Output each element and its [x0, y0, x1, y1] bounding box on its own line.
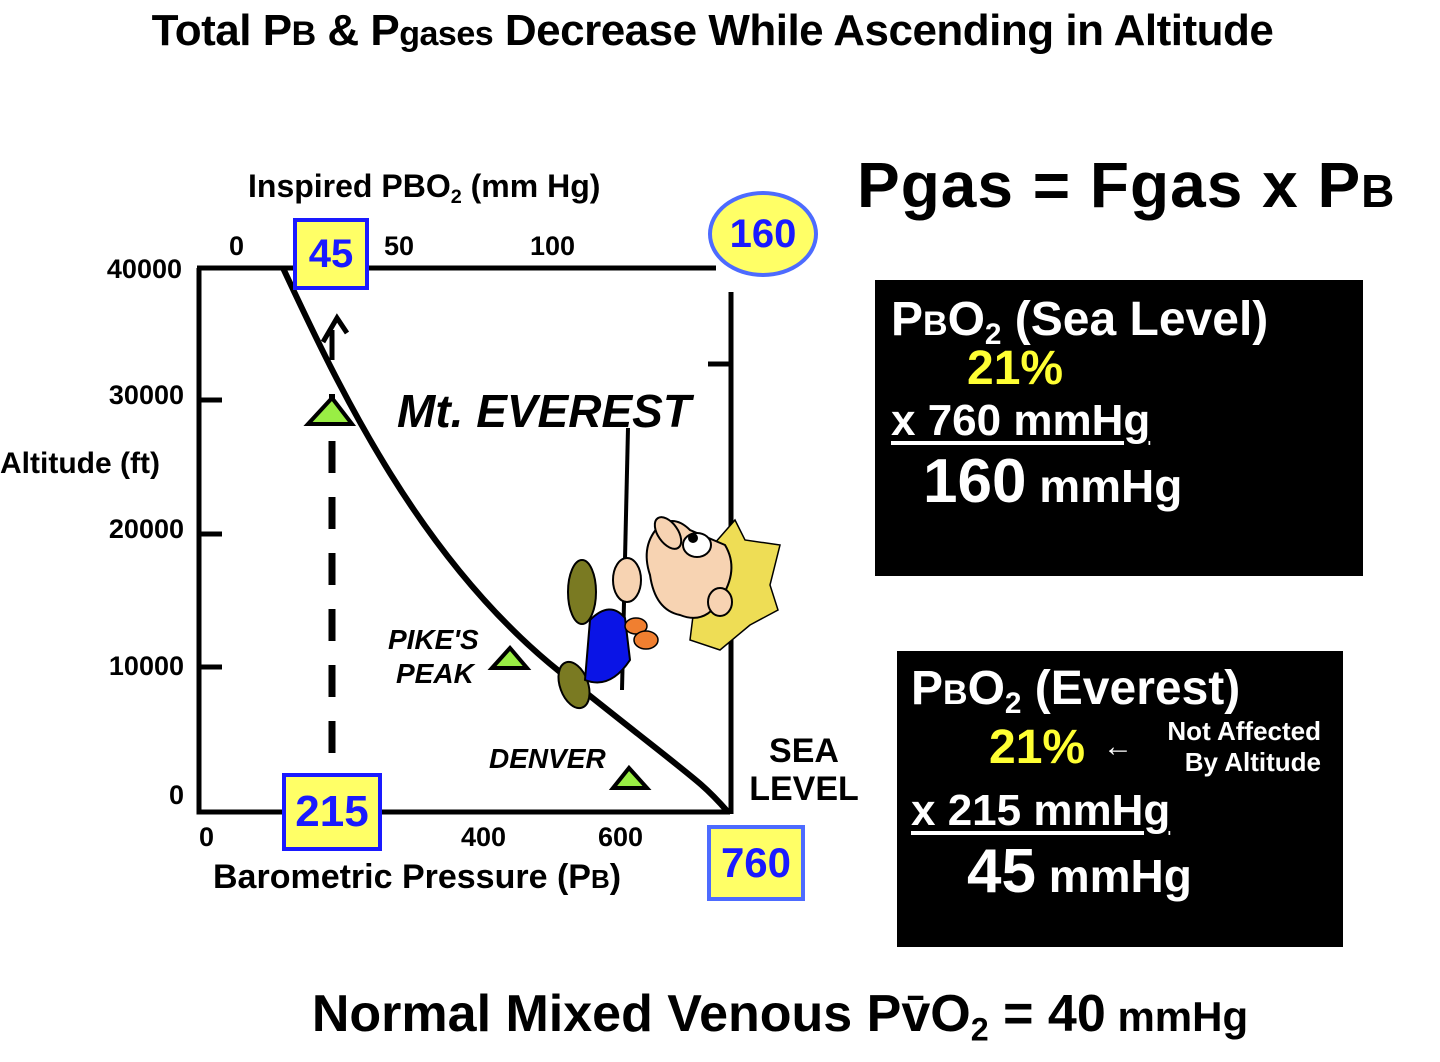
denver-marker-icon: [608, 764, 652, 790]
chart-plot-area: [196, 265, 781, 815]
sea-level-result-value: 160: [923, 447, 1027, 516]
y-axis-label: Altitude (ft): [0, 447, 160, 480]
pikes-peak-label-2: PEAK: [396, 658, 474, 689]
sea-level-panel-header: PBO2 (Sea Level): [891, 292, 1363, 349]
left-arrow-icon: ←: [1103, 730, 1133, 763]
title-text: Total: [151, 6, 263, 55]
pressure-altitude-curve: [280, 266, 731, 814]
everest-result: 45 mmHg: [967, 836, 1343, 907]
slide-title: Total PB & Pgases Decrease While Ascendi…: [0, 6, 1425, 56]
pb-everest-badge: 215: [282, 773, 382, 851]
partial-pressure-formula: Pgas = Fgas x PB: [857, 148, 1395, 222]
x-tick-600: 600: [598, 822, 644, 852]
everest-result-unit: mmHg: [1035, 850, 1192, 902]
sea-level-multiplier: x 760 mmHg: [891, 396, 1151, 445]
footer-p: P: [866, 985, 902, 1043]
top-tick-50: 50: [384, 231, 415, 261]
hdr-p: P: [891, 293, 924, 346]
footer-sub: 2: [970, 1011, 989, 1048]
everest-marker-icon: [303, 394, 357, 426]
title-pb: P: [262, 6, 292, 55]
x-tick-0: 0: [199, 822, 215, 852]
x-axis-label-sub: B: [590, 864, 610, 894]
y-tick-40000: 40000: [106, 254, 182, 284]
sea-level-result-unit: mmHg: [1026, 460, 1183, 512]
hdr-o: O: [947, 293, 985, 346]
not-affected-note: Not Affected By Altitude: [1141, 716, 1321, 778]
y-tick-0: 0: [168, 780, 184, 810]
top-axis-label-text: Inspired PBO: [248, 168, 451, 204]
mixed-venous-note: Normal Mixed Venous Pv̄O2 = 40 mmHg: [60, 984, 1440, 1046]
everest-fraction-row: 21% ← Not Affected By Altitude: [911, 716, 1343, 786]
hdr-o: O: [967, 662, 1005, 715]
axis-frame-left-bottom: [196, 268, 730, 815]
everest-multiplier: x 215 mmHg: [911, 786, 1171, 835]
sea-level-label: SEA LEVEL: [737, 732, 871, 808]
formula-pb-sub: B: [1361, 165, 1396, 217]
x-axis-label-end: ): [609, 858, 622, 896]
top-axis-label: Inspired PBO2 (mm Hg): [248, 168, 601, 208]
sea-level-calc-panel: PBO2 (Sea Level) 21% x 760 mmHg 160 mmHg: [875, 280, 1363, 576]
climber-illustration-icon: [557, 516, 781, 710]
everest-label: Mt. EVEREST: [397, 385, 691, 437]
note-line-1: Not Affected: [1167, 716, 1321, 746]
pb-sealevel-badge: 760: [707, 825, 805, 901]
footer-text: Normal Mixed Venous: [311, 985, 867, 1043]
title-pgas-sub: gases: [399, 15, 494, 53]
everest-result-value: 45: [967, 837, 1036, 906]
everest-fraction: 21%: [989, 721, 1086, 774]
arrow-up-icon: [320, 313, 350, 344]
formula-fgas: Fgas: [1089, 149, 1244, 221]
title-amp: &: [315, 6, 371, 55]
footer-eq: = 40: [988, 985, 1106, 1043]
formula-pb: P: [1317, 149, 1362, 221]
footer-v: v̄: [901, 985, 931, 1043]
sea-level-fraction: 21%: [967, 342, 1064, 395]
y-tick-30000: 30000: [108, 380, 184, 410]
formula-lhs: Pgas: [857, 149, 1014, 221]
title-pb-sub: B: [291, 15, 317, 53]
everest-panel-header: PBO2 (Everest): [911, 661, 1343, 718]
x-axis-label: Barometric Pressure (PB): [213, 858, 621, 897]
footer-o: O: [930, 985, 971, 1043]
sea-level-result: 160 mmHg: [923, 446, 1363, 517]
title-pgas: P: [370, 6, 400, 55]
hdr-sub: 2: [1004, 686, 1022, 720]
pikes-peak-label-1: PIKE'S: [388, 624, 479, 655]
footer-unit: mmHg: [1105, 993, 1249, 1040]
y-tick-10000: 10000: [108, 651, 184, 681]
hdr-rest: (Sea Level): [1001, 293, 1269, 346]
x-tick-400: 400: [461, 822, 507, 852]
sea-level-label-1: SEA: [769, 732, 839, 770]
formula-eq: =: [1013, 149, 1090, 221]
hdr-b: B: [943, 674, 968, 712]
hdr-p: P: [911, 662, 944, 715]
denver-label: DENVER: [489, 743, 606, 774]
y-tick-20000: 20000: [108, 514, 184, 544]
top-tick-100: 100: [530, 231, 576, 261]
top-axis-label-sub: 2: [450, 185, 462, 208]
title-rest: Decrease While Ascending in Altitude: [493, 6, 1274, 55]
sea-level-label-2: LEVEL: [749, 770, 859, 808]
top-axis-label-unit: (mm Hg): [461, 168, 601, 204]
pio2-sealevel-badge: 160: [708, 191, 818, 277]
hdr-sub: 2: [984, 317, 1002, 351]
pikes-peak-marker-icon: [487, 644, 532, 670]
everest-calc-panel: PBO2 (Everest) 21% ← Not Affected By Alt…: [897, 651, 1343, 947]
hdr-b: B: [923, 305, 948, 343]
note-line-2: By Altitude: [1184, 747, 1321, 777]
pio2-everest-badge: 45: [293, 218, 369, 290]
top-tick-0: 0: [229, 231, 245, 261]
x-axis-label-text: Barometric Pressure (P: [213, 858, 591, 896]
formula-times: x: [1243, 149, 1318, 221]
hdr-rest: (Everest): [1021, 662, 1241, 715]
